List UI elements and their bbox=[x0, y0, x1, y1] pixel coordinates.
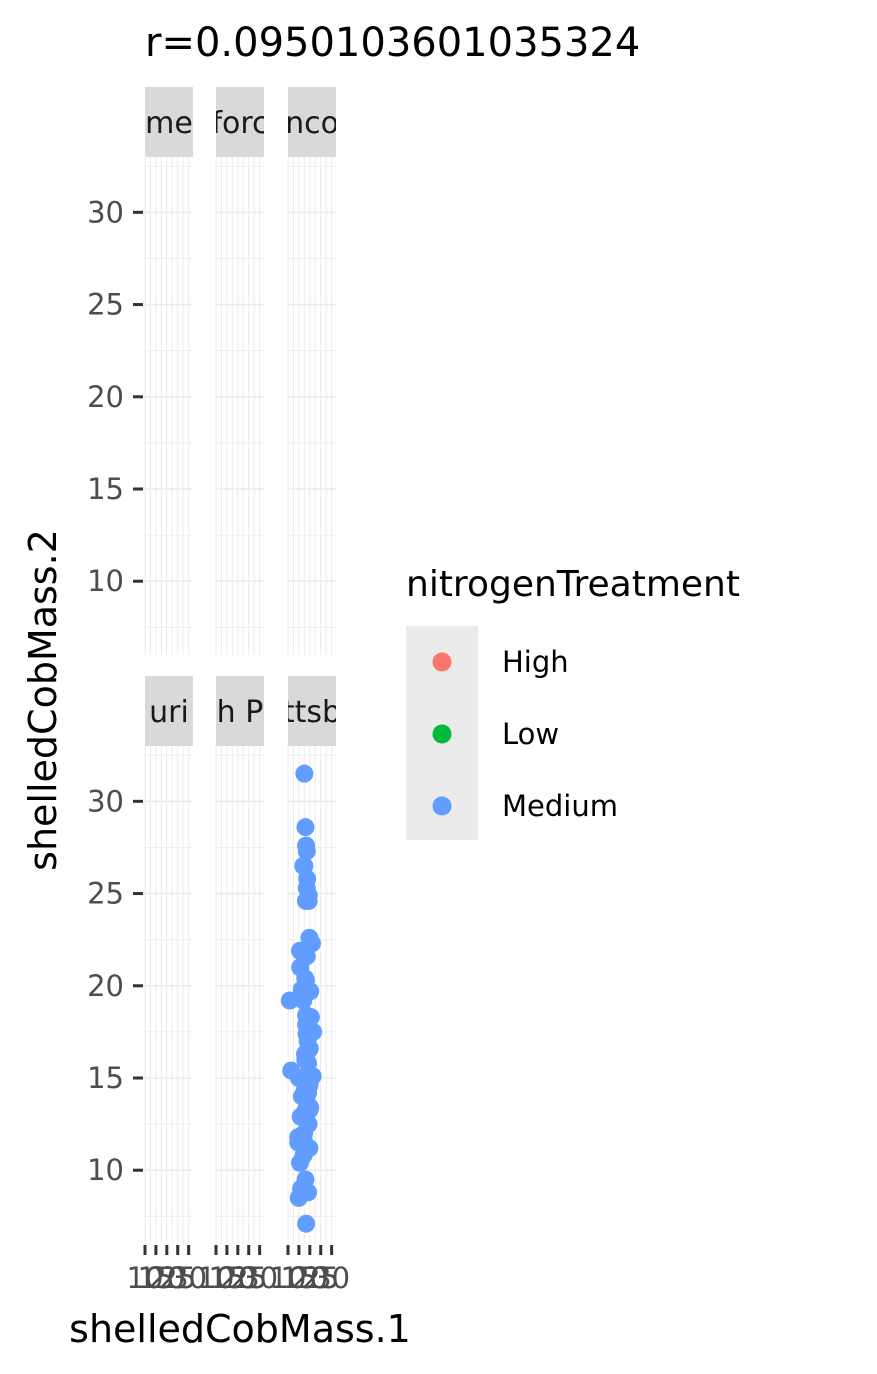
facet-strip-label: h P bbox=[217, 695, 264, 730]
legend-key-low bbox=[432, 724, 452, 744]
data-point bbox=[294, 1146, 313, 1165]
facet-panel: ttsb bbox=[280, 676, 341, 1244]
panel-background bbox=[216, 746, 264, 1244]
x-tick-label: 20 bbox=[148, 1261, 185, 1295]
x-tick-label: 30 bbox=[313, 1261, 350, 1295]
y-tick-label: 15 bbox=[87, 1061, 124, 1095]
y-tick-label: 30 bbox=[87, 195, 124, 229]
facet-panel: forc bbox=[211, 87, 268, 655]
facet-strip-label: uri bbox=[149, 695, 189, 730]
panel-background bbox=[288, 157, 336, 655]
legend-label-low: Low bbox=[502, 717, 559, 751]
y-tick-label: 30 bbox=[87, 784, 124, 818]
y-tick-label: 10 bbox=[87, 1153, 124, 1187]
y-tick-label: 15 bbox=[87, 472, 124, 506]
y-axis: 10 15 20 25 30 10 15 20 25 30 bbox=[87, 195, 143, 1187]
x-tick-label: 25 bbox=[159, 1261, 196, 1295]
panel-background bbox=[145, 157, 193, 655]
y-tick-label: 20 bbox=[87, 969, 124, 1003]
facet-strip: h P bbox=[216, 676, 264, 746]
x-tick-label: 25 bbox=[230, 1261, 267, 1295]
facet-strip-label: forc bbox=[211, 106, 268, 141]
facet-strip: nco bbox=[285, 87, 339, 157]
facet-strip: me bbox=[145, 87, 193, 157]
legend-key-high bbox=[432, 652, 452, 672]
legend-title: nitrogenTreatment bbox=[406, 564, 740, 605]
facet-strip-background bbox=[288, 676, 336, 746]
data-point bbox=[299, 891, 318, 910]
x-tick-label: 25 bbox=[302, 1261, 339, 1295]
data-point bbox=[296, 818, 315, 837]
facet-strip: ttsb bbox=[283, 676, 341, 746]
x-tick-label: 30 bbox=[170, 1261, 207, 1295]
chart-title: r=0.0950103601035324 bbox=[145, 20, 640, 66]
data-point bbox=[295, 764, 314, 783]
legend-label-high: High bbox=[502, 645, 569, 679]
facet-strip-label: me bbox=[145, 106, 193, 141]
data-point bbox=[297, 1214, 316, 1233]
x-axis-title: shelledCobMass.1 bbox=[69, 1307, 411, 1351]
y-axis-title: shelledCobMass.2 bbox=[21, 529, 65, 871]
panel-background bbox=[145, 746, 193, 1244]
facet-strip-background bbox=[145, 676, 193, 746]
facet-strip: uri bbox=[145, 676, 193, 746]
data-point bbox=[289, 1188, 308, 1207]
x-tick-label: 30 bbox=[241, 1261, 278, 1295]
legend-key-medium bbox=[432, 796, 452, 816]
y-tick-label: 10 bbox=[87, 564, 124, 598]
facet-strip-background bbox=[216, 87, 264, 157]
x-tick-label: 15 bbox=[137, 1261, 174, 1295]
y-tick-label: 25 bbox=[87, 877, 124, 911]
facet-panel: h P bbox=[215, 676, 264, 1244]
x-tick-label: 20 bbox=[291, 1261, 328, 1295]
facet-panel: uri bbox=[144, 676, 193, 1244]
x-tick-label: 15 bbox=[208, 1261, 245, 1295]
facet-strip-label: ttsb bbox=[283, 695, 341, 730]
facet-panel: nco bbox=[285, 87, 339, 655]
facet-strip-background bbox=[288, 87, 336, 157]
x-tick-label: 15 bbox=[280, 1261, 317, 1295]
facet-strip-background bbox=[216, 676, 264, 746]
facet-panels: me forc nco uri h P ttsb bbox=[144, 87, 341, 1244]
data-point bbox=[300, 928, 319, 947]
x-tick-label: 20 bbox=[219, 1261, 256, 1295]
x-tick-label: 10 bbox=[270, 1261, 307, 1295]
legend-items: High Low Medium bbox=[432, 645, 618, 823]
data-point bbox=[297, 842, 316, 861]
facet-strip-background bbox=[145, 87, 193, 157]
x-tick-label: 10 bbox=[127, 1261, 164, 1295]
data-point bbox=[280, 991, 299, 1010]
facet-panel: me bbox=[144, 87, 193, 655]
facet-strip: forc bbox=[211, 87, 268, 157]
legend: nitrogenTreatment High Low Medium bbox=[406, 564, 740, 840]
y-tick-label: 20 bbox=[87, 380, 124, 414]
point-group bbox=[280, 764, 323, 1233]
y-tick-label: 25 bbox=[87, 288, 124, 322]
panel-background bbox=[216, 157, 264, 655]
legend-label-medium: Medium bbox=[502, 789, 618, 823]
facet-strip-label: nco bbox=[285, 106, 339, 141]
x-tick-label: 10 bbox=[198, 1261, 235, 1295]
